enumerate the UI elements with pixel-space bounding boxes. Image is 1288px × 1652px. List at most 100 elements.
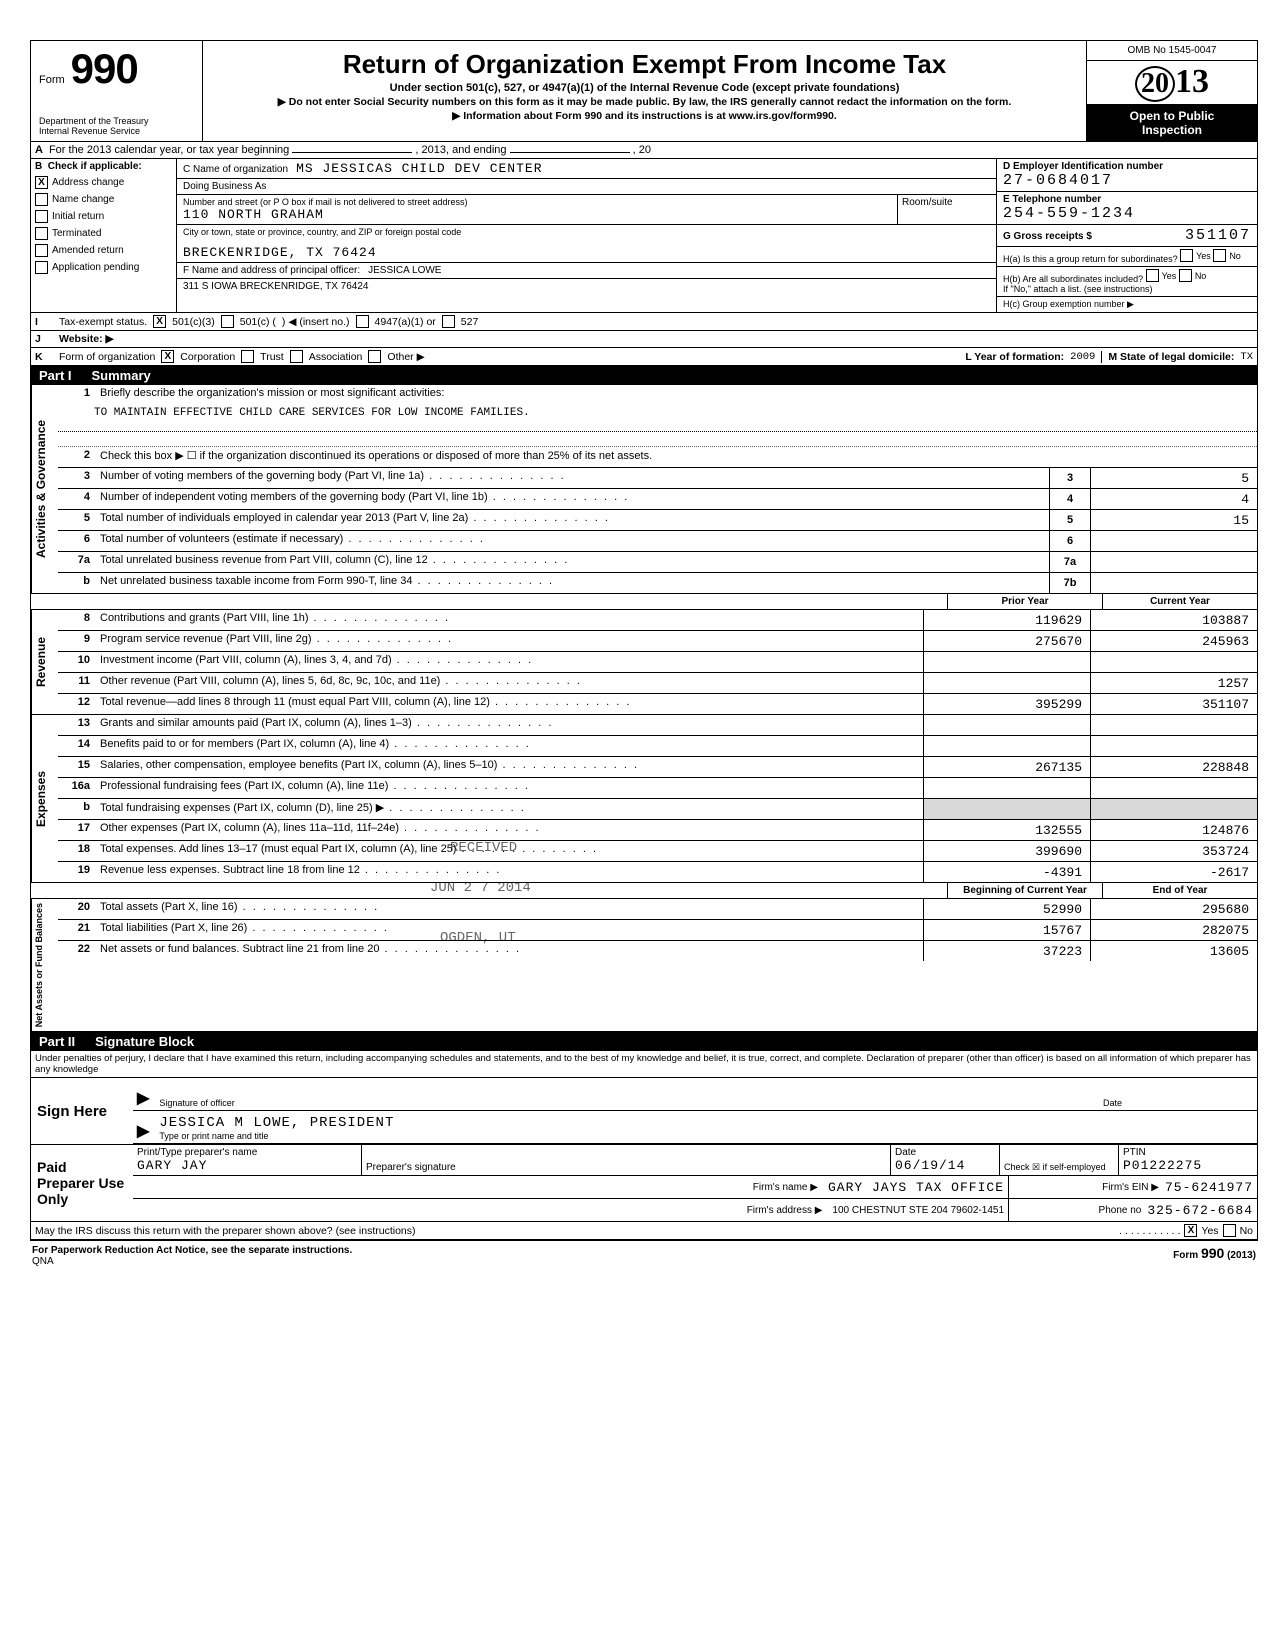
part2-num: Part II: [39, 1034, 75, 1049]
ssn-warning: ▶ Do not enter Social Security numbers o…: [211, 96, 1078, 108]
governance-body: 1 Briefly describe the organization's mi…: [58, 385, 1257, 593]
501c3-checkbox[interactable]: X: [153, 315, 166, 328]
row-a-text: For the 2013 calendar year, or tax year …: [49, 144, 1253, 156]
ha-cell: H(a) Is this a group return for subordin…: [997, 247, 1257, 267]
discuss-row: May the IRS discuss this return with the…: [31, 1222, 1257, 1240]
colb-item: Application pending: [31, 259, 176, 276]
row-a-label: A: [35, 144, 43, 156]
row-text: Salaries, other compensation, employee b…: [96, 757, 923, 777]
colb-label: Terminated: [52, 228, 101, 239]
colb-checkbox[interactable]: [35, 244, 48, 257]
officer-date-field[interactable]: Date: [1103, 1098, 1253, 1108]
dept-irs: Internal Revenue Service: [39, 127, 194, 137]
q2-num: 2: [58, 447, 96, 467]
row-num: 12: [58, 694, 96, 714]
gov-row: 6 Total number of volunteers (estimate i…: [58, 531, 1257, 552]
prep-date-lbl: Date: [895, 1147, 995, 1158]
dba-label: Doing Business As: [183, 181, 266, 192]
curr-val: 103887: [1090, 610, 1257, 630]
row-a-begin-blank[interactable]: [292, 152, 412, 153]
addr-value: 110 NORTH GRAHAM: [183, 207, 467, 222]
assoc-checkbox[interactable]: [290, 350, 303, 363]
hb-yes-checkbox[interactable]: [1146, 269, 1159, 282]
gov-row-key: 6: [1049, 531, 1091, 551]
preparer-body: Print/Type preparer's name GARY JAY Prep…: [133, 1145, 1257, 1221]
gov-row-key: 3: [1049, 468, 1091, 488]
527-checkbox[interactable]: [442, 315, 455, 328]
gov-row-num: b: [58, 573, 96, 593]
governance-sidelabel: Activities & Governance: [31, 385, 58, 593]
trust-checkbox[interactable]: [241, 350, 254, 363]
row-text: Total liabilities (Part X, line 26): [96, 920, 923, 940]
gov-row-num: 7a: [58, 552, 96, 572]
row-text: Total expenses. Add lines 13–17 (must eq…: [96, 841, 923, 861]
curr-val: 1257: [1090, 673, 1257, 693]
colb-checkbox[interactable]: [35, 193, 48, 206]
row-num: 11: [58, 673, 96, 693]
hb-yes: Yes: [1162, 271, 1177, 281]
tel-value: 254-559-1234: [1003, 205, 1251, 222]
gov-row-key: 7b: [1049, 573, 1091, 593]
discuss-yes-checkbox[interactable]: X: [1184, 1224, 1197, 1237]
curr-val: 282075: [1090, 920, 1257, 940]
netassets-section: Net Assets or Fund Balances 20 Total ass…: [31, 899, 1257, 1032]
row-num: 14: [58, 736, 96, 756]
prep-row-2: Firm's name ▶ GARY JAYS TAX OFFICE Firm'…: [133, 1176, 1257, 1199]
ein-cell: D Employer Identification number 27-0684…: [997, 159, 1257, 192]
row-text: Other revenue (Part VIII, column (A), li…: [96, 673, 923, 693]
colb-label: Name change: [52, 194, 114, 205]
footer-row: For Paperwork Reduction Act Notice, see …: [30, 1241, 1258, 1271]
q1-num: 1: [58, 385, 96, 405]
firm-ein-val: 75-6241977: [1165, 1180, 1253, 1195]
gov-row-text: Number of independent voting members of …: [96, 489, 1049, 509]
colb-checkbox[interactable]: [35, 261, 48, 274]
typed-name-label: Type or print name and title: [159, 1131, 1253, 1141]
colb-checkbox[interactable]: [35, 210, 48, 223]
prior-year-hdr: Prior Year: [947, 594, 1102, 609]
gov-row-val: 4: [1091, 489, 1257, 509]
begin-year-hdr: Beginning of Current Year: [947, 883, 1102, 898]
hc-cell: H(c) Group exemption number ▶: [997, 297, 1257, 312]
prep-sig-lbl: Preparer's signature: [366, 1162, 886, 1173]
discuss-no-checkbox[interactable]: [1223, 1224, 1236, 1237]
row-num: 22: [58, 941, 96, 961]
row-text: Total fundraising expenses (Part IX, col…: [96, 799, 923, 819]
gov-row-val: [1091, 531, 1257, 551]
prior-val: 52990: [923, 899, 1090, 919]
row-a-t1: For the 2013 calendar year, or tax year …: [49, 144, 289, 156]
officer-date-label: Date: [1103, 1098, 1253, 1108]
row-num: 8: [58, 610, 96, 630]
end-year-hdr: End of Year: [1102, 883, 1257, 898]
mission-text: TO MAINTAIN EFFECTIVE CHILD CARE SERVICE…: [58, 405, 1257, 432]
row-a-end-blank[interactable]: [510, 152, 630, 153]
ha-yes-checkbox[interactable]: [1180, 249, 1193, 262]
curr-val: 124876: [1090, 820, 1257, 840]
data-row: 8 Contributions and grants (Part VIII, l…: [58, 610, 1257, 631]
4947-checkbox[interactable]: [356, 315, 369, 328]
hb-no-checkbox[interactable]: [1179, 269, 1192, 282]
ha-no-checkbox[interactable]: [1213, 249, 1226, 262]
corp-checkbox[interactable]: X: [161, 350, 174, 363]
colb-checkbox[interactable]: [35, 227, 48, 240]
row-text: Other expenses (Part IX, column (A), lin…: [96, 820, 923, 840]
part1-num: Part I: [39, 368, 72, 383]
data-row: 12 Total revenue—add lines 8 through 11 …: [58, 694, 1257, 714]
org-name-value: MS JESSICAS CHILD DEV CENTER: [296, 161, 542, 176]
row-i-text: Tax-exempt status.: [59, 316, 147, 328]
colb-checkbox[interactable]: X: [35, 176, 48, 189]
row-num: 16a: [58, 778, 96, 798]
501c-checkbox[interactable]: [221, 315, 234, 328]
addr-label: Number and street (or P O box if mail is…: [183, 197, 467, 207]
governance-section: Activities & Governance 1 Briefly descri…: [31, 385, 1257, 594]
mission-blank-1: [58, 432, 1257, 447]
curr-year-hdr: Current Year: [1102, 594, 1257, 609]
row-a-t3: , 20: [633, 144, 651, 156]
org-name-label: C Name of organization: [183, 164, 288, 175]
open-public-badge: Open to Public Inspection: [1087, 105, 1257, 141]
rev-header-row: Prior Year Current Year: [31, 594, 1257, 610]
officer-sig-field[interactable]: Signature of officer: [159, 1098, 1093, 1108]
row-j-text: Website: ▶: [59, 333, 114, 345]
curr-val: 245963: [1090, 631, 1257, 651]
row-text: Benefits paid to or for members (Part IX…: [96, 736, 923, 756]
other-checkbox[interactable]: [368, 350, 381, 363]
